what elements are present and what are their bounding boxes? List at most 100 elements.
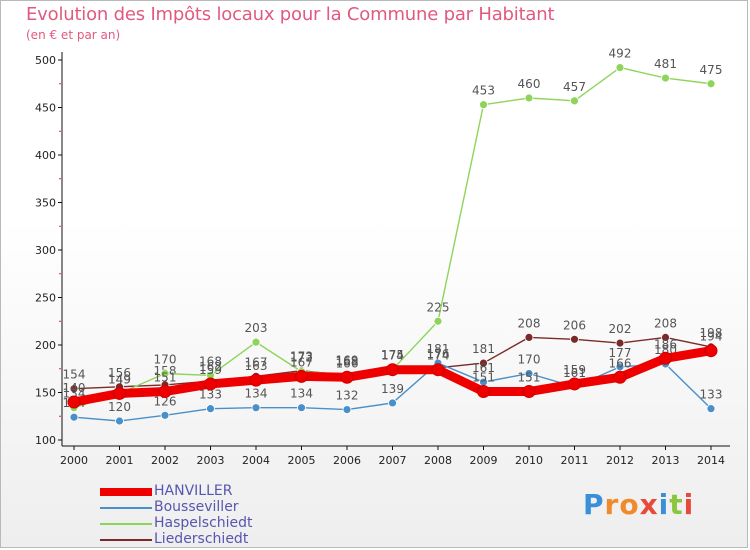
point-bousseviller xyxy=(206,404,215,414)
legend-label: Bousseviller xyxy=(154,499,239,515)
logo-letter: i xyxy=(658,488,670,521)
data-label-haspelschiedt: 174 xyxy=(381,349,404,363)
x-tick-label: 2013 xyxy=(652,454,680,467)
data-label-hanviller: 186 xyxy=(654,337,677,351)
point-bousseviller xyxy=(524,369,534,378)
data-label-hanviller: 163 xyxy=(245,359,268,373)
data-label-haspelschiedt: 453 xyxy=(472,84,495,98)
point-bousseviller xyxy=(69,412,79,422)
point-haspelschiedt xyxy=(479,100,488,110)
data-label-hanviller: 166 xyxy=(336,356,359,370)
data-label-liederschiedt: 198 xyxy=(700,326,723,340)
data-label-liederschiedt: 167 xyxy=(245,355,268,369)
chart-title: Evolution des Impôts locaux pour la Comm… xyxy=(26,4,555,25)
data-label-hanviller: 151 xyxy=(472,371,495,385)
point-hanviller xyxy=(67,395,81,409)
logo-letter: o xyxy=(619,488,640,521)
x-tick-label: 2009 xyxy=(470,454,498,467)
data-label-liederschiedt: 154 xyxy=(63,368,86,382)
point-hanviller xyxy=(113,386,126,400)
point-hanviller xyxy=(249,373,263,387)
point-liederschiedt xyxy=(615,338,625,348)
data-label-liederschiedt: 156 xyxy=(108,366,131,380)
data-label-liederschiedt: 181 xyxy=(472,342,495,356)
data-label-hanviller: 149 xyxy=(108,372,131,386)
logo-letter: r xyxy=(604,488,620,521)
point-liederschiedt xyxy=(661,332,670,342)
y-tick-label: 100 xyxy=(35,434,56,447)
point-hanviller xyxy=(659,351,672,365)
point-haspelschiedt xyxy=(661,73,670,83)
data-label-haspelschiedt: 481 xyxy=(654,57,677,71)
point-hanviller xyxy=(613,370,627,384)
data-label-bousseviller: 161 xyxy=(563,366,586,380)
logo-letter: P xyxy=(583,488,605,521)
data-label-hanviller: 174 xyxy=(427,349,450,363)
data-label-haspelschiedt: 172 xyxy=(290,351,313,365)
point-haspelschiedt xyxy=(524,93,534,103)
x-tick-label: 2005 xyxy=(288,454,316,467)
data-label-haspelschiedt: 149 xyxy=(108,372,131,386)
data-label-haspelschiedt: 475 xyxy=(700,63,723,77)
data-label-bousseviller: 177 xyxy=(609,346,632,360)
data-label-hanviller: 194 xyxy=(700,330,723,344)
data-label-haspelschiedt: 492 xyxy=(609,47,632,61)
legend-swatch xyxy=(100,507,152,509)
x-tick-label: 2003 xyxy=(197,454,225,467)
data-label-liederschiedt: 175 xyxy=(381,348,404,362)
data-label-bousseviller: 161 xyxy=(472,361,495,375)
point-haspelschiedt xyxy=(251,337,261,347)
point-liederschiedt xyxy=(524,332,534,342)
logo-letter: i xyxy=(683,488,695,521)
point-hanviller xyxy=(340,370,354,384)
point-bousseviller xyxy=(251,403,261,413)
y-tick-label: 400 xyxy=(35,149,56,162)
point-haspelschiedt xyxy=(706,79,716,89)
x-tick-label: 2004 xyxy=(242,454,270,467)
data-label-hanviller: 174 xyxy=(381,349,404,363)
point-haspelschiedt xyxy=(433,316,443,326)
x-tick-label: 2012 xyxy=(606,454,634,467)
data-label-bousseviller: 133 xyxy=(700,388,723,402)
point-liederschiedt xyxy=(479,358,488,368)
legend-label: Haspelschiedt xyxy=(154,515,253,531)
x-tick-label: 2006 xyxy=(333,454,361,467)
data-label-bousseviller: 132 xyxy=(336,389,359,403)
x-tick-label: 2002 xyxy=(151,454,179,467)
data-label-hanviller: 159 xyxy=(199,363,222,377)
point-bousseviller xyxy=(706,404,716,414)
y-tick-label: 350 xyxy=(35,197,56,210)
point-haspelschiedt xyxy=(615,63,625,72)
y-tick-label: 200 xyxy=(35,339,56,352)
point-hanviller xyxy=(704,344,718,358)
legend-swatch xyxy=(100,539,152,541)
point-hanviller xyxy=(522,385,536,399)
x-tick-label: 2010 xyxy=(515,454,543,467)
point-hanviller xyxy=(158,385,172,399)
data-label-hanviller: 159 xyxy=(563,363,586,377)
data-label-bousseviller: 120 xyxy=(108,400,131,414)
data-label-haspelschiedt: 225 xyxy=(427,300,450,314)
legend-label: HANVILLER xyxy=(154,483,233,499)
data-label-liederschiedt: 168 xyxy=(336,354,359,368)
point-liederschiedt xyxy=(69,384,79,394)
point-liederschiedt xyxy=(570,334,579,344)
x-tick-label: 2008 xyxy=(424,454,452,467)
data-label-hanviller: 151 xyxy=(518,371,541,385)
data-label-bousseviller: 126 xyxy=(154,394,177,408)
legend-swatch xyxy=(100,488,152,496)
x-tick-label: 2014 xyxy=(697,454,725,467)
x-tick-label: 2011 xyxy=(561,454,589,467)
point-bousseviller xyxy=(388,398,397,408)
proxiti-logo: Proxiti xyxy=(583,488,694,521)
y-tick-label: 450 xyxy=(35,102,56,115)
point-hanviller xyxy=(431,363,445,377)
data-label-hanviller: 151 xyxy=(154,371,177,385)
y-tick-label: 300 xyxy=(35,244,56,257)
point-bousseviller xyxy=(342,405,352,415)
data-label-hanviller: 167 xyxy=(290,355,313,369)
data-label-haspelschiedt: 169 xyxy=(336,353,359,367)
data-label-bousseviller: 170 xyxy=(518,353,541,367)
